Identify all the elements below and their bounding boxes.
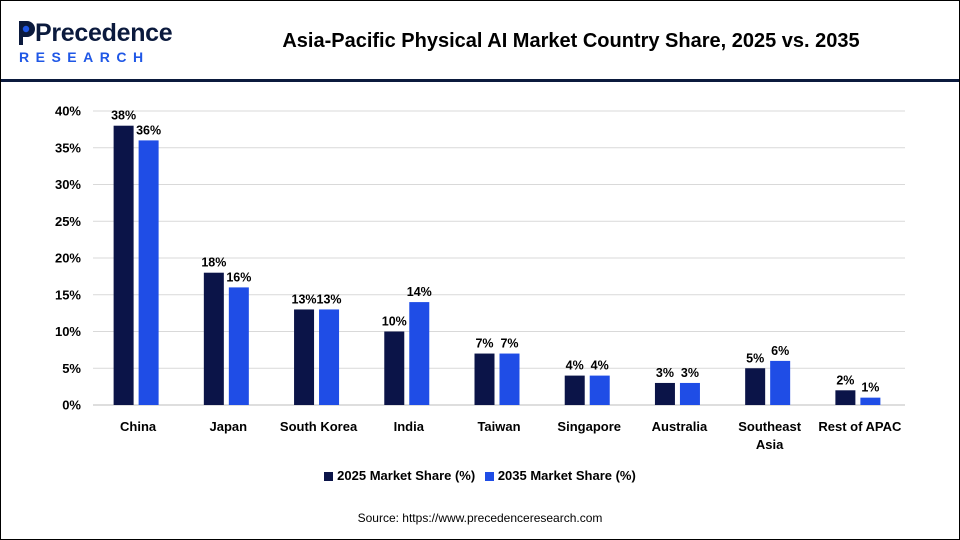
y-tick-label: 40% <box>55 104 81 119</box>
x-category-label: India <box>394 419 425 434</box>
data-label: 7% <box>500 337 518 351</box>
y-tick-label: 15% <box>55 287 81 302</box>
legend: 2025 Market Share (%) 2035 Market Share … <box>1 467 959 487</box>
x-category-label: Australia <box>652 419 708 434</box>
logo-wordmark: Precedence <box>35 19 173 47</box>
bar-chart: 0%5%10%15%20%25%30%35%40% 38%36%China18%1… <box>55 104 905 452</box>
data-label: 14% <box>407 285 432 299</box>
data-label: 13% <box>292 292 317 306</box>
bar-2025 <box>745 368 766 405</box>
data-label: 7% <box>475 337 493 351</box>
x-category-label: China <box>120 419 157 434</box>
data-label: 2% <box>836 373 854 387</box>
bar-2025 <box>564 375 585 405</box>
bar-2035 <box>679 382 700 405</box>
data-label: 5% <box>746 351 764 365</box>
data-label: 13% <box>317 292 342 306</box>
y-tick-label: 30% <box>55 177 81 192</box>
legend-item-2035: 2035 Market Share (%) <box>484 468 636 484</box>
bar-2025 <box>654 382 675 405</box>
data-label: 10% <box>382 315 407 329</box>
bar-2025 <box>474 353 495 405</box>
data-label: 36% <box>136 123 161 137</box>
data-label: 3% <box>681 366 699 380</box>
x-category-label: Singapore <box>557 419 621 434</box>
data-label: 4% <box>566 359 584 373</box>
header-divider <box>1 79 959 82</box>
y-tick-label: 10% <box>55 324 81 339</box>
bar-2025 <box>835 390 856 405</box>
bar-2035 <box>319 309 340 405</box>
data-label: 4% <box>591 359 609 373</box>
bar-2035 <box>409 302 430 405</box>
bar-2025 <box>294 309 315 405</box>
data-label: 38% <box>111 109 136 123</box>
bar-2035 <box>860 397 881 405</box>
bar-2035 <box>770 360 791 405</box>
data-label: 6% <box>771 344 789 358</box>
bar-2025 <box>203 272 224 405</box>
x-category-label: Japan <box>210 419 248 434</box>
legend-swatch-2025 <box>324 472 334 482</box>
y-tick-label: 25% <box>55 214 81 229</box>
legend-swatch-2035 <box>484 472 494 482</box>
y-tick-label: 0% <box>62 398 81 413</box>
bar-2035 <box>228 287 249 405</box>
x-category-label: Southeast <box>738 419 802 434</box>
bar-2025 <box>384 331 405 405</box>
y-tick-label: 35% <box>55 140 81 155</box>
bar-2035 <box>589 375 610 405</box>
data-label: 1% <box>861 381 879 395</box>
data-label: 16% <box>226 270 251 284</box>
y-tick-label: 20% <box>55 251 81 266</box>
x-category-label: South Korea <box>280 419 358 434</box>
logo-mark-icon <box>19 21 35 45</box>
legend-item-2025: 2025 Market Share (%) <box>324 468 475 483</box>
bar-2025 <box>113 125 134 405</box>
x-category-label: Asia <box>756 437 784 452</box>
legend-label-2025: 2025 Market Share (%) <box>337 468 476 484</box>
bar-2035 <box>499 353 520 405</box>
precedence-research-logo: Precedence RESEARCH <box>15 15 173 67</box>
logo-subtitle: RESEARCH <box>19 49 150 65</box>
legend-label-2035: 2035 Market Share (%) <box>497 468 636 484</box>
bar-2035 <box>138 140 159 405</box>
data-label: 3% <box>656 366 674 380</box>
y-tick-label: 5% <box>62 361 81 376</box>
x-category-label: Rest of APAC <box>818 419 902 434</box>
data-label: 18% <box>201 256 226 270</box>
chart-title: Asia-Pacific Physical AI Market Country … <box>282 30 860 52</box>
source-note: Source: https://www.precedenceresearch.c… <box>357 511 603 525</box>
header: Precedence RESEARCH Asia-Pacific Physica… <box>1 1 959 79</box>
x-category-label: Taiwan <box>477 419 520 434</box>
